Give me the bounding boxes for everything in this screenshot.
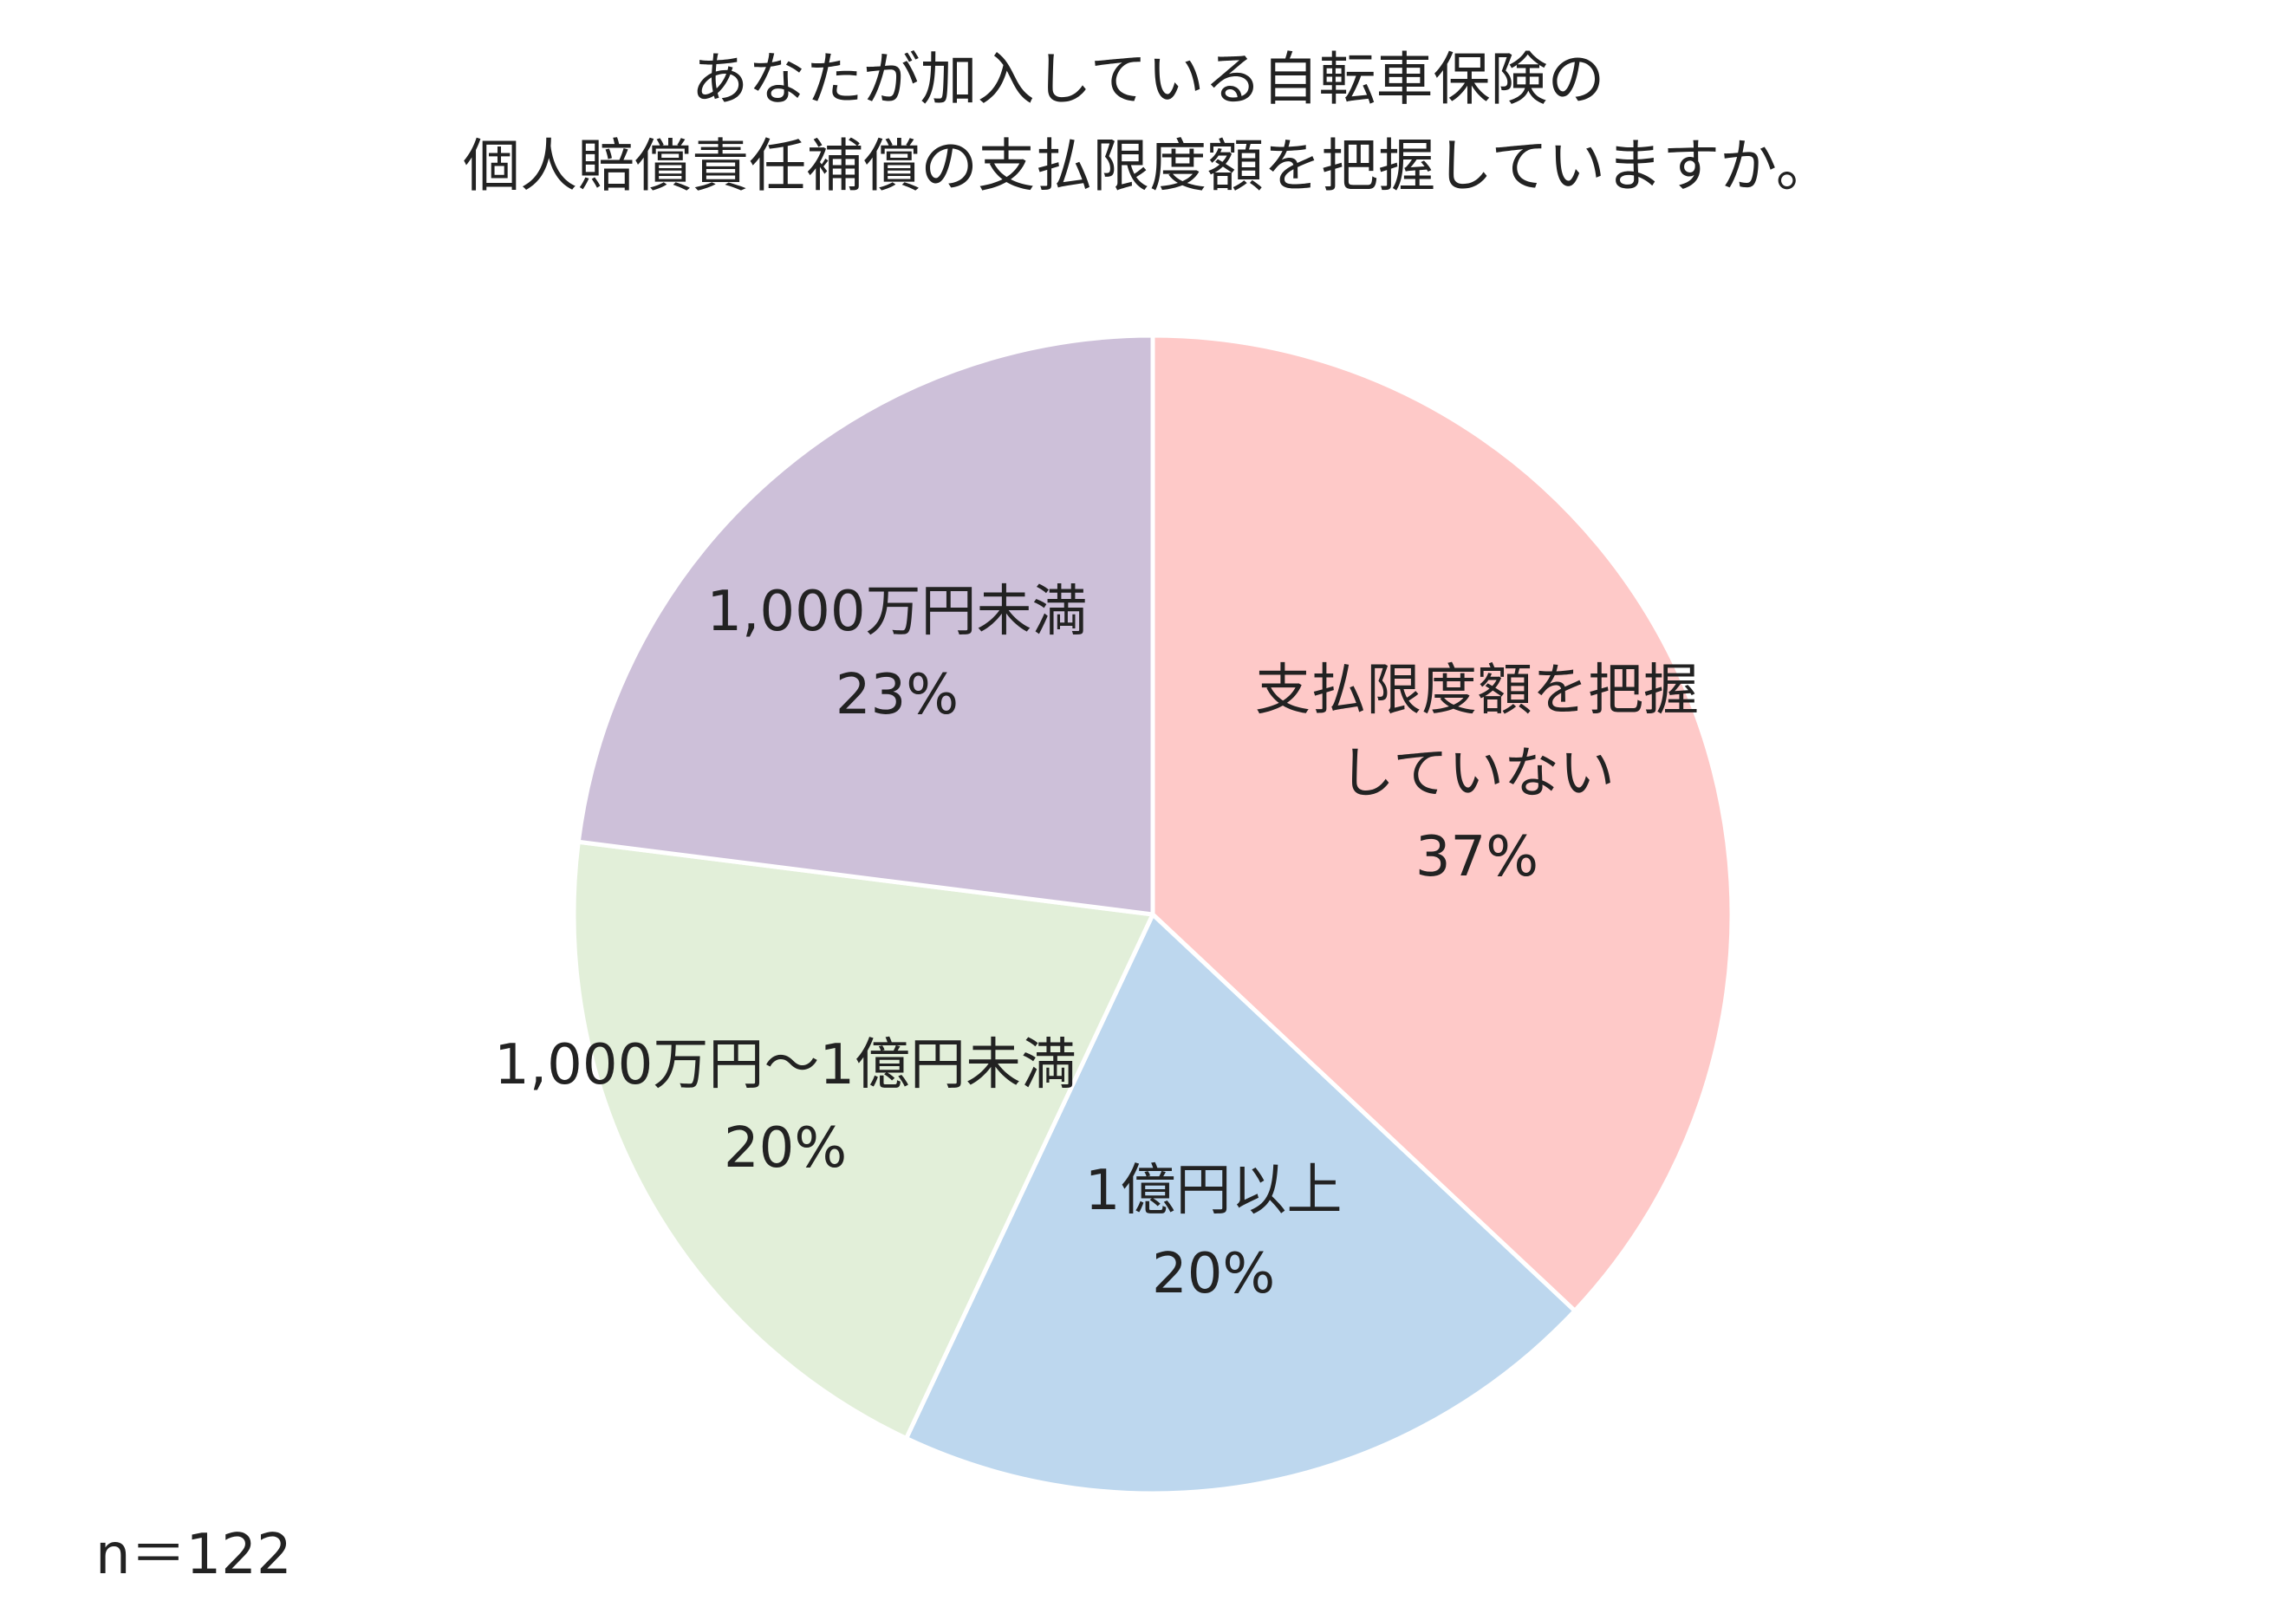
slice-label-3: 1,000万円～1億円未満 20% bbox=[494, 1024, 1076, 1190]
chart-title-line-2: 個人賠償責任補償の支払限度額を把握していますか。 bbox=[463, 133, 1833, 199]
pie-slice-4 bbox=[576, 333, 1155, 917]
pie-slices bbox=[571, 333, 1734, 1496]
pie-slice-2 bbox=[904, 912, 1577, 1496]
slice-category-label: していない bbox=[1338, 742, 1615, 807]
slice-category-label: 1億円以上 bbox=[1084, 1159, 1343, 1224]
slice-category-label: 支払限度額を把握 bbox=[1254, 659, 1699, 724]
slice-value-label: 20% bbox=[1151, 1242, 1276, 1307]
pie-slice-3 bbox=[571, 839, 1155, 1441]
slice-value-label: 23% bbox=[835, 663, 959, 728]
sample-size-note: n＝122 bbox=[95, 1523, 292, 1587]
slice-value-label: 20% bbox=[723, 1116, 848, 1181]
slice-label-2: 1億円以上 20% bbox=[1085, 1149, 1343, 1316]
slice-category-label: 1,000万円～1億円未満 bbox=[494, 1033, 1077, 1098]
slice-label-1: 支払限度額を把握 していない 37% bbox=[1255, 649, 1699, 899]
pie-slice-1 bbox=[1150, 333, 1734, 1313]
chart-title-line-1: あなたが加入している自転車保険の bbox=[691, 46, 1605, 113]
slice-category-label: 1,000万円未満 bbox=[706, 580, 1088, 645]
slice-value-label: 37% bbox=[1415, 825, 1539, 890]
slice-label-4: 1,000万円未満 23% bbox=[706, 570, 1087, 737]
